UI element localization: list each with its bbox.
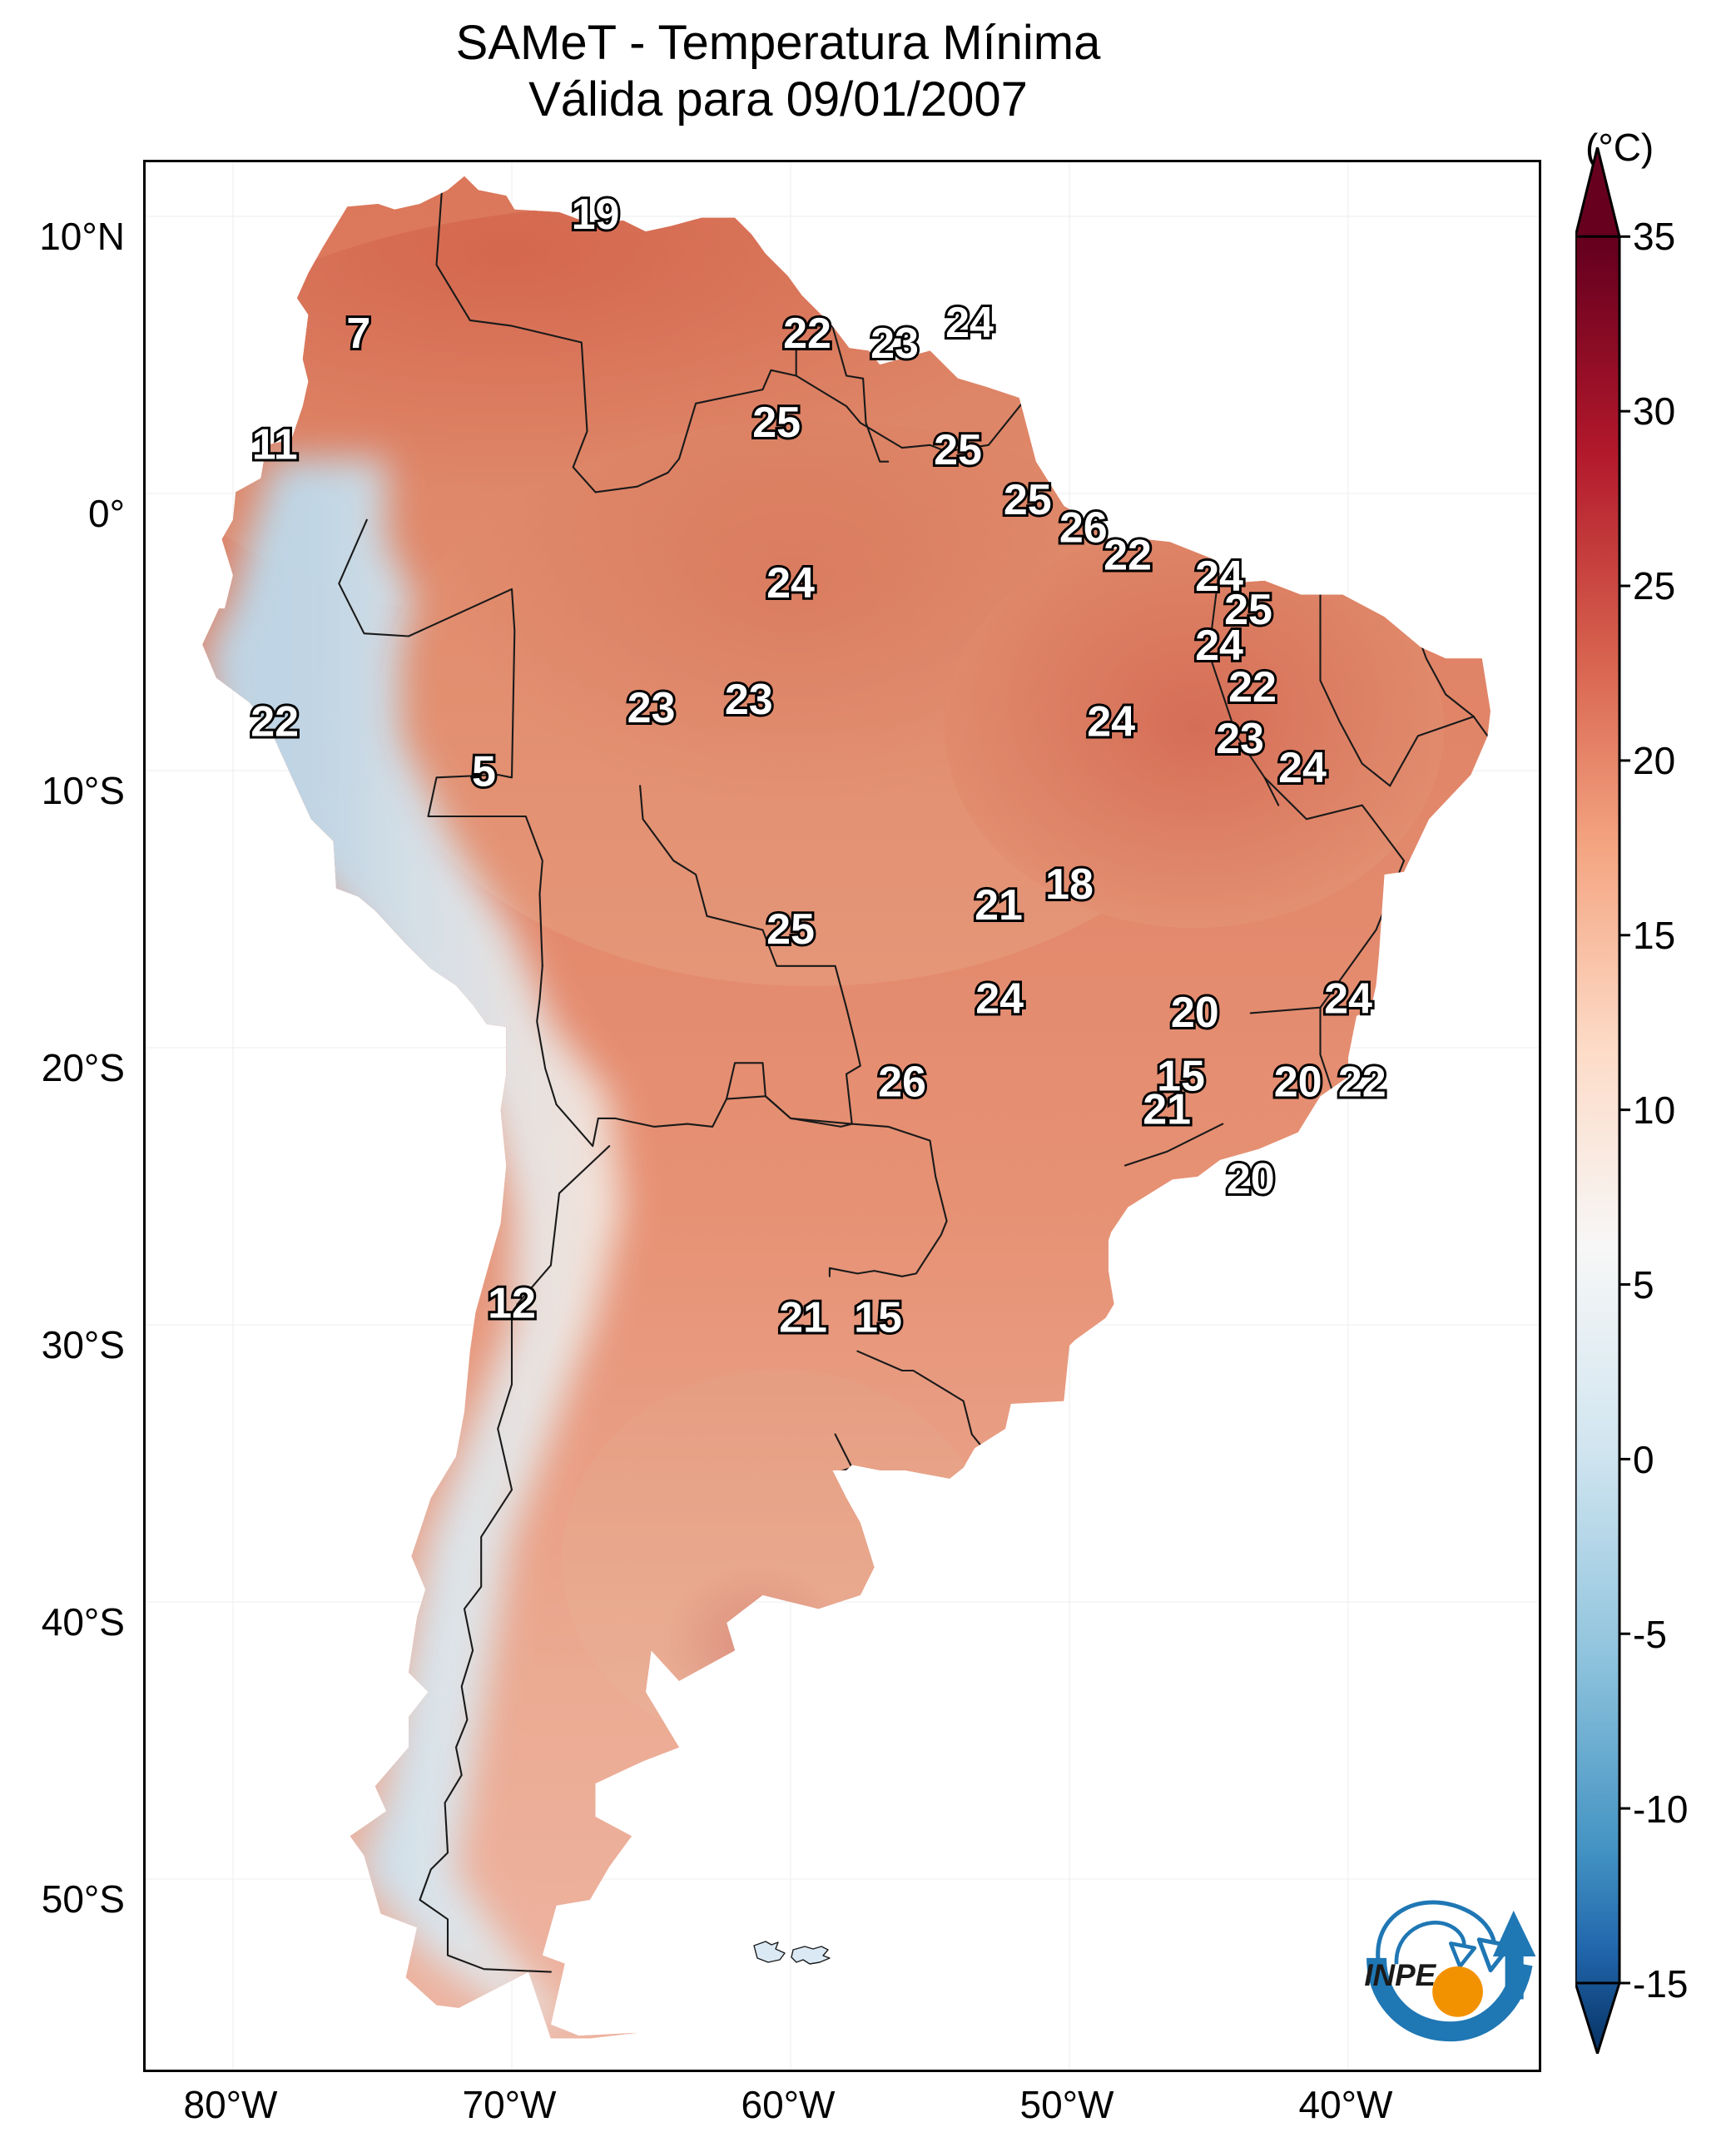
svg-text:24: 24 [1278, 744, 1327, 792]
svg-text:22: 22 [1338, 1058, 1386, 1106]
svg-text:24: 24 [1087, 697, 1135, 746]
svg-text:21: 21 [779, 1293, 827, 1341]
svg-text:22: 22 [250, 697, 299, 746]
svg-text:7: 7 [346, 310, 370, 358]
svg-text:12: 12 [488, 1280, 536, 1328]
svg-text:11: 11 [252, 420, 298, 469]
svg-text:18: 18 [1045, 860, 1094, 909]
svg-text:23: 23 [627, 684, 676, 732]
svg-text:20: 20 [1274, 1058, 1322, 1106]
svg-text:20: 20 [1227, 1155, 1275, 1203]
svg-text:23: 23 [870, 320, 919, 368]
svg-text:25: 25 [752, 399, 801, 447]
svg-text:21: 21 [975, 881, 1023, 930]
svg-text:INPE: INPE [1364, 1958, 1436, 1992]
svg-text:26: 26 [878, 1058, 926, 1106]
svg-text:5: 5 [472, 747, 496, 796]
svg-text:21: 21 [1143, 1086, 1191, 1134]
svg-text:24: 24 [1324, 974, 1372, 1023]
svg-text:23: 23 [1216, 715, 1264, 763]
svg-text:19: 19 [572, 191, 620, 239]
svg-text:22: 22 [1228, 663, 1277, 712]
svg-text:22: 22 [783, 310, 831, 358]
svg-text:25: 25 [934, 426, 982, 474]
svg-text:24: 24 [945, 299, 994, 347]
svg-text:15: 15 [854, 1293, 902, 1341]
svg-text:22: 22 [1104, 532, 1152, 580]
svg-text:24: 24 [766, 559, 815, 607]
svg-text:24: 24 [975, 974, 1024, 1023]
svg-text:26: 26 [1059, 503, 1108, 552]
svg-text:23: 23 [725, 676, 773, 724]
svg-text:20: 20 [1171, 989, 1219, 1037]
svg-text:25: 25 [766, 905, 815, 954]
svg-text:25: 25 [1004, 476, 1052, 524]
